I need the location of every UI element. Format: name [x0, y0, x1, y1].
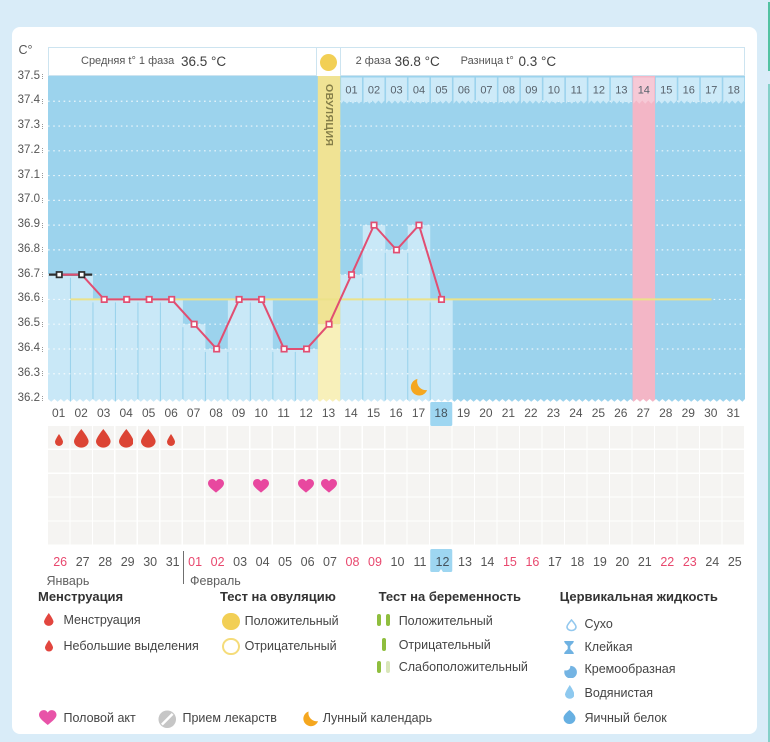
- svg-text:04: 04: [412, 84, 424, 96]
- svg-text:18: 18: [727, 84, 739, 96]
- svg-text:06: 06: [457, 84, 469, 96]
- svg-text:02: 02: [367, 84, 379, 96]
- svg-text:01: 01: [345, 84, 357, 96]
- svg-text:12: 12: [592, 84, 604, 96]
- svg-text:08: 08: [502, 84, 514, 96]
- svg-text:11: 11: [570, 84, 581, 96]
- svg-text:16: 16: [682, 84, 694, 96]
- svg-text:10: 10: [547, 84, 559, 96]
- svg-text:14: 14: [637, 84, 649, 96]
- svg-text:05: 05: [435, 84, 447, 96]
- svg-text:13: 13: [615, 84, 627, 96]
- svg-text:03: 03: [390, 84, 402, 96]
- svg-text:17: 17: [705, 84, 717, 96]
- svg-text:09: 09: [525, 84, 537, 96]
- svg-text:15: 15: [660, 84, 672, 96]
- svg-text:07: 07: [480, 84, 492, 96]
